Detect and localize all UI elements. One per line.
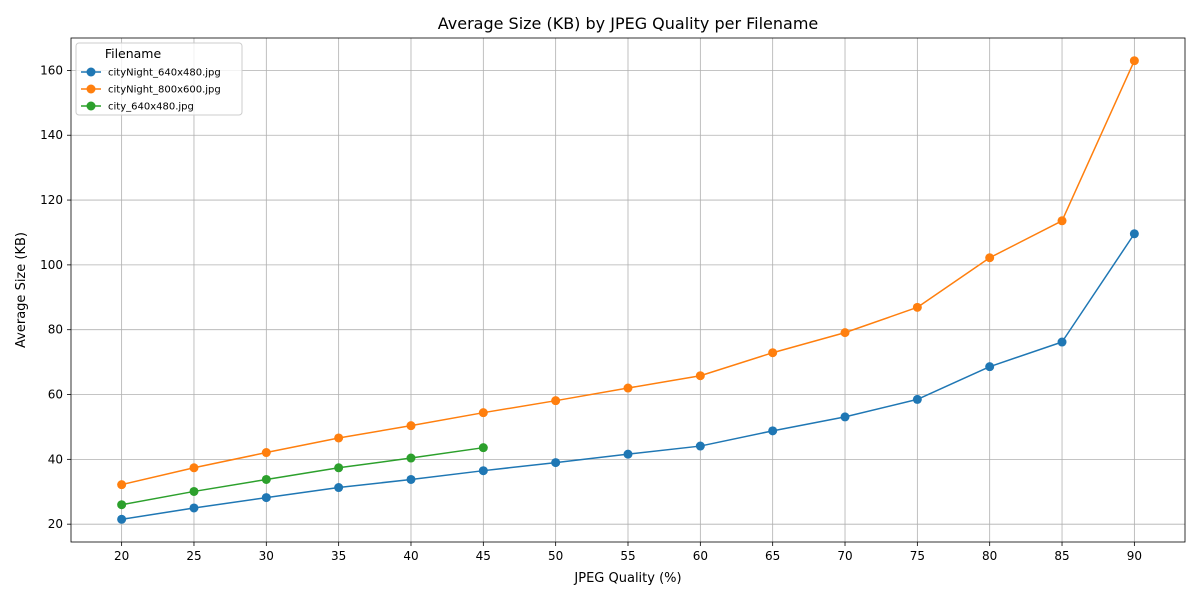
legend-entry-label: cityNight_640x480.jpg [108,68,221,79]
series-2 [117,443,488,510]
data-point [261,448,271,458]
data-point [551,396,561,406]
legend: Filename cityNight_640x480.jpgcityNight_… [75,42,243,116]
data-point [117,480,127,490]
data-point [1129,229,1139,239]
x-tick-label: 60 [693,549,708,563]
data-point [261,493,271,503]
data-point [623,383,633,393]
legend-entry-label: city_640x480.jpg [108,102,194,113]
data-point [768,348,778,358]
data-point [406,474,416,484]
data-point [117,500,127,510]
y-tick-label: 120 [40,193,63,207]
x-tick-label: 80 [982,549,997,563]
data-point [768,426,778,436]
y-axis-label: Average Size (KB) [14,232,29,348]
y-tick-label: 80 [48,323,63,337]
y-tick-label: 140 [40,128,63,142]
data-point [985,253,995,263]
data-point [912,394,922,404]
data-point [406,453,416,463]
series-0 [117,229,1139,524]
data-point [189,463,199,473]
data-point [1057,337,1067,347]
data-point [695,441,705,451]
series-line [121,446,484,506]
data-point [478,408,488,418]
y-tick-label: 100 [40,258,63,272]
data-point [695,371,705,381]
legend-entry-label: cityNight_800x600.jpg [108,85,221,96]
x-tick-label: 20 [114,549,129,563]
data-point [334,463,344,473]
x-tick-label: 55 [620,549,635,563]
data-point [406,421,416,431]
data-point [840,412,850,422]
x-tick-label: 50 [548,549,563,563]
data-point [1057,216,1067,226]
x-tick-label: 75 [910,549,925,563]
data-point [117,514,127,524]
x-tick-label: 30 [259,549,274,563]
legend-marker [86,84,96,94]
data-point [189,486,199,496]
grid [71,38,1185,542]
legend-items: cityNight_640x480.jpg cityNight_800x600.j… [81,67,221,113]
x-tick-label: 70 [837,549,852,563]
data-point [189,503,199,513]
chart-title: Average Size (KB) by JPEG Quality per Fi… [438,14,819,33]
y-tick-label: 60 [48,388,63,402]
data-point [478,443,488,453]
series-layer [117,56,1139,524]
data-point [840,328,850,338]
legend-title: Filename [105,46,162,61]
data-point [985,362,995,372]
legend-marker [86,67,96,77]
y-tick-label: 160 [40,63,63,77]
y-tick-label: 40 [48,452,63,466]
legend-box [75,42,243,116]
ticks: 20 25 30 35 40 45 50 55 60 65 70 75 80 85 90 20 40 60 80 10… [40,63,1142,563]
data-point [912,302,922,312]
data-point [334,433,344,443]
x-tick-label: 35 [331,549,346,563]
data-point [551,458,561,468]
data-point [261,474,271,484]
x-tick-label: 85 [1054,549,1069,563]
legend-marker [86,101,96,111]
x-axis-label: JPEG Quality (%) [573,571,681,586]
x-tick-label: 90 [1127,549,1142,563]
data-point [334,483,344,493]
data-point [478,466,488,476]
y-tick-label: 20 [48,517,63,531]
data-point [623,449,633,459]
x-tick-label: 25 [186,549,201,563]
data-point [1129,56,1139,66]
series-1 [117,56,1139,490]
x-tick-label: 65 [765,549,780,563]
x-tick-label: 45 [476,549,491,563]
x-tick-label: 40 [403,549,418,563]
